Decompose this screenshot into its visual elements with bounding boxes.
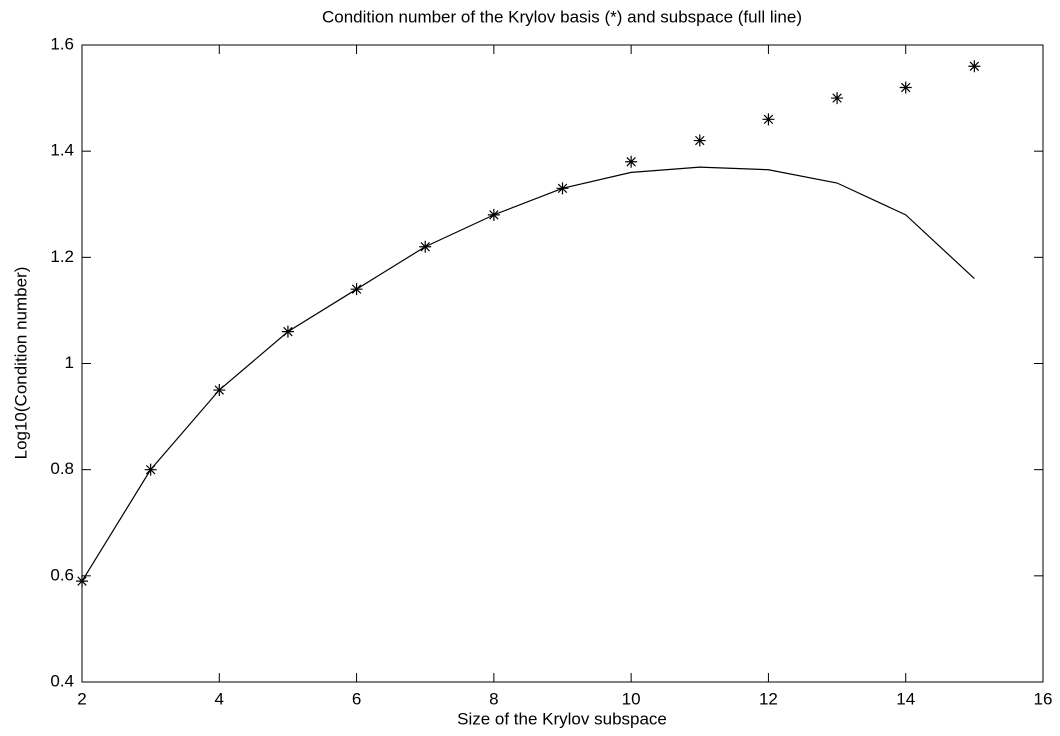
x-tick-label: 10 (622, 689, 641, 708)
chart-title: Condition number of the Krylov basis (*)… (322, 7, 802, 26)
asterisk-marker (762, 113, 775, 126)
asterisk-marker (899, 81, 912, 94)
y-tick-label: 0.4 (50, 671, 74, 690)
x-tick-label: 16 (1034, 689, 1053, 708)
asterisk-marker (831, 92, 844, 105)
y-tick-label: 0.6 (50, 565, 74, 584)
x-tick-label: 14 (896, 689, 915, 708)
y-tick-label: 1.2 (50, 247, 74, 266)
plot-frame (81, 44, 1044, 683)
x-tick-label: 12 (759, 689, 778, 708)
y-tick-label: 0.8 (50, 459, 74, 478)
asterisk-marker (968, 60, 981, 73)
x-tick-label: 6 (352, 689, 361, 708)
y-tick-label: 1.6 (50, 34, 74, 53)
x-tick-label: 8 (489, 689, 498, 708)
y-tick-label: 1.4 (50, 141, 74, 160)
x-axis-label: Size of the Krylov subspace (457, 709, 667, 728)
x-tick-label: 4 (215, 689, 224, 708)
asterisk-marker (625, 155, 638, 168)
x-tick-label: 2 (77, 689, 86, 708)
y-axis-label: Log10(Condition number) (11, 267, 30, 460)
asterisk-marker (76, 575, 88, 588)
asterisk-marker (693, 134, 706, 147)
series-line (81, 166, 975, 582)
y-tick-label: 1 (65, 353, 74, 372)
